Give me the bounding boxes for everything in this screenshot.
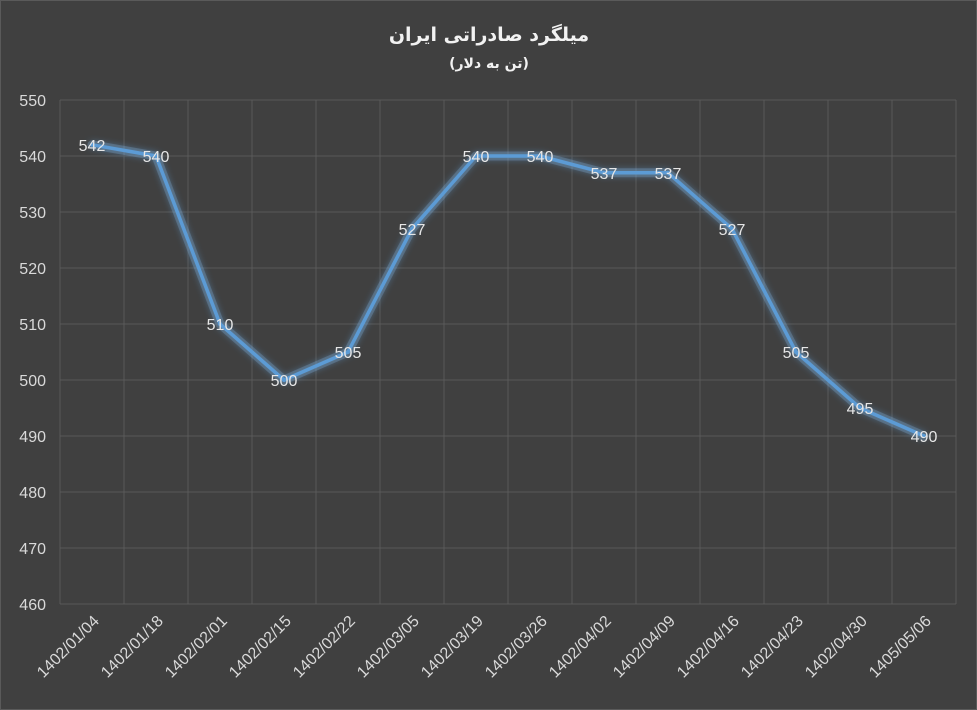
x-tick-label: 1402/04/30 (802, 613, 871, 682)
data-label: 537 (655, 166, 682, 183)
data-label: 527 (399, 222, 426, 239)
y-tick-label: 530 (19, 205, 46, 222)
grid (59, 99, 957, 605)
data-point (602, 170, 606, 175)
y-tick-label: 490 (19, 429, 46, 446)
data-point (858, 406, 862, 410)
y-tick-label: 460 (19, 597, 46, 614)
x-tick-label: 1402/03/19 (418, 613, 487, 682)
data-label: 510 (207, 317, 234, 334)
y-tick-label: 540 (19, 149, 46, 166)
data-point (538, 154, 542, 158)
data-label: 490 (911, 429, 938, 446)
x-tick-label: 1402/04/23 (738, 613, 807, 682)
data-point (794, 350, 798, 354)
x-tick-label: 1402/03/26 (482, 613, 551, 682)
y-tick-label: 480 (19, 485, 46, 502)
data-point (410, 226, 414, 231)
x-tick-label: 1405/05/06 (866, 613, 935, 682)
data-point (346, 350, 350, 354)
x-tick-label: 1402/01/04 (34, 613, 103, 682)
data-label: 527 (719, 222, 746, 239)
series (87, 140, 929, 441)
x-tick-label: 1402/04/16 (674, 613, 743, 682)
data-point (218, 322, 222, 326)
x-tick-label: 1402/02/22 (290, 613, 359, 682)
x-tick-label: 1402/01/18 (98, 613, 167, 682)
x-tick-label: 1402/04/02 (546, 613, 615, 682)
data-label: 495 (847, 401, 874, 418)
y-tick-label: 520 (19, 261, 46, 278)
x-tick-label: 1402/04/09 (610, 613, 679, 682)
data-point (730, 226, 734, 231)
data-label: 505 (783, 345, 810, 362)
y-tick-label: 470 (19, 541, 46, 558)
data-label: 500 (271, 373, 298, 390)
y-tick-label: 500 (19, 373, 46, 390)
data-label: 540 (527, 149, 554, 166)
data-label: 537 (591, 166, 618, 183)
x-tick-label: 1402/03/05 (354, 613, 423, 682)
data-point (154, 154, 158, 158)
data-label: 540 (463, 149, 490, 166)
data-point (922, 434, 926, 438)
data-label: 540 (143, 149, 170, 166)
x-tick-label: 1402/02/01 (162, 613, 231, 682)
data-point (282, 378, 286, 382)
data-labels: 542 540 510 500 505 527 540 540 537 537 527 505 495 4… (79, 138, 938, 446)
data-point (90, 142, 94, 147)
data-label: 542 (79, 138, 106, 155)
data-label: 505 (335, 345, 362, 362)
x-axis: 1402/01/041402/01/181402/02/011402/02/15… (34, 613, 935, 682)
data-point (666, 170, 670, 175)
chart-subtitle: (تن به دلار) (449, 56, 529, 72)
chart-title: میلگرد صادراتی ایران (389, 23, 589, 46)
y-tick-label: 550 (19, 93, 46, 110)
y-tick-label: 510 (19, 317, 46, 334)
series-line (90, 143, 926, 438)
x-tick-label: 1402/02/15 (226, 613, 295, 682)
y-axis: 460 470 480 490 500 510 520 530 540 550 (19, 93, 46, 614)
data-point (474, 154, 478, 158)
